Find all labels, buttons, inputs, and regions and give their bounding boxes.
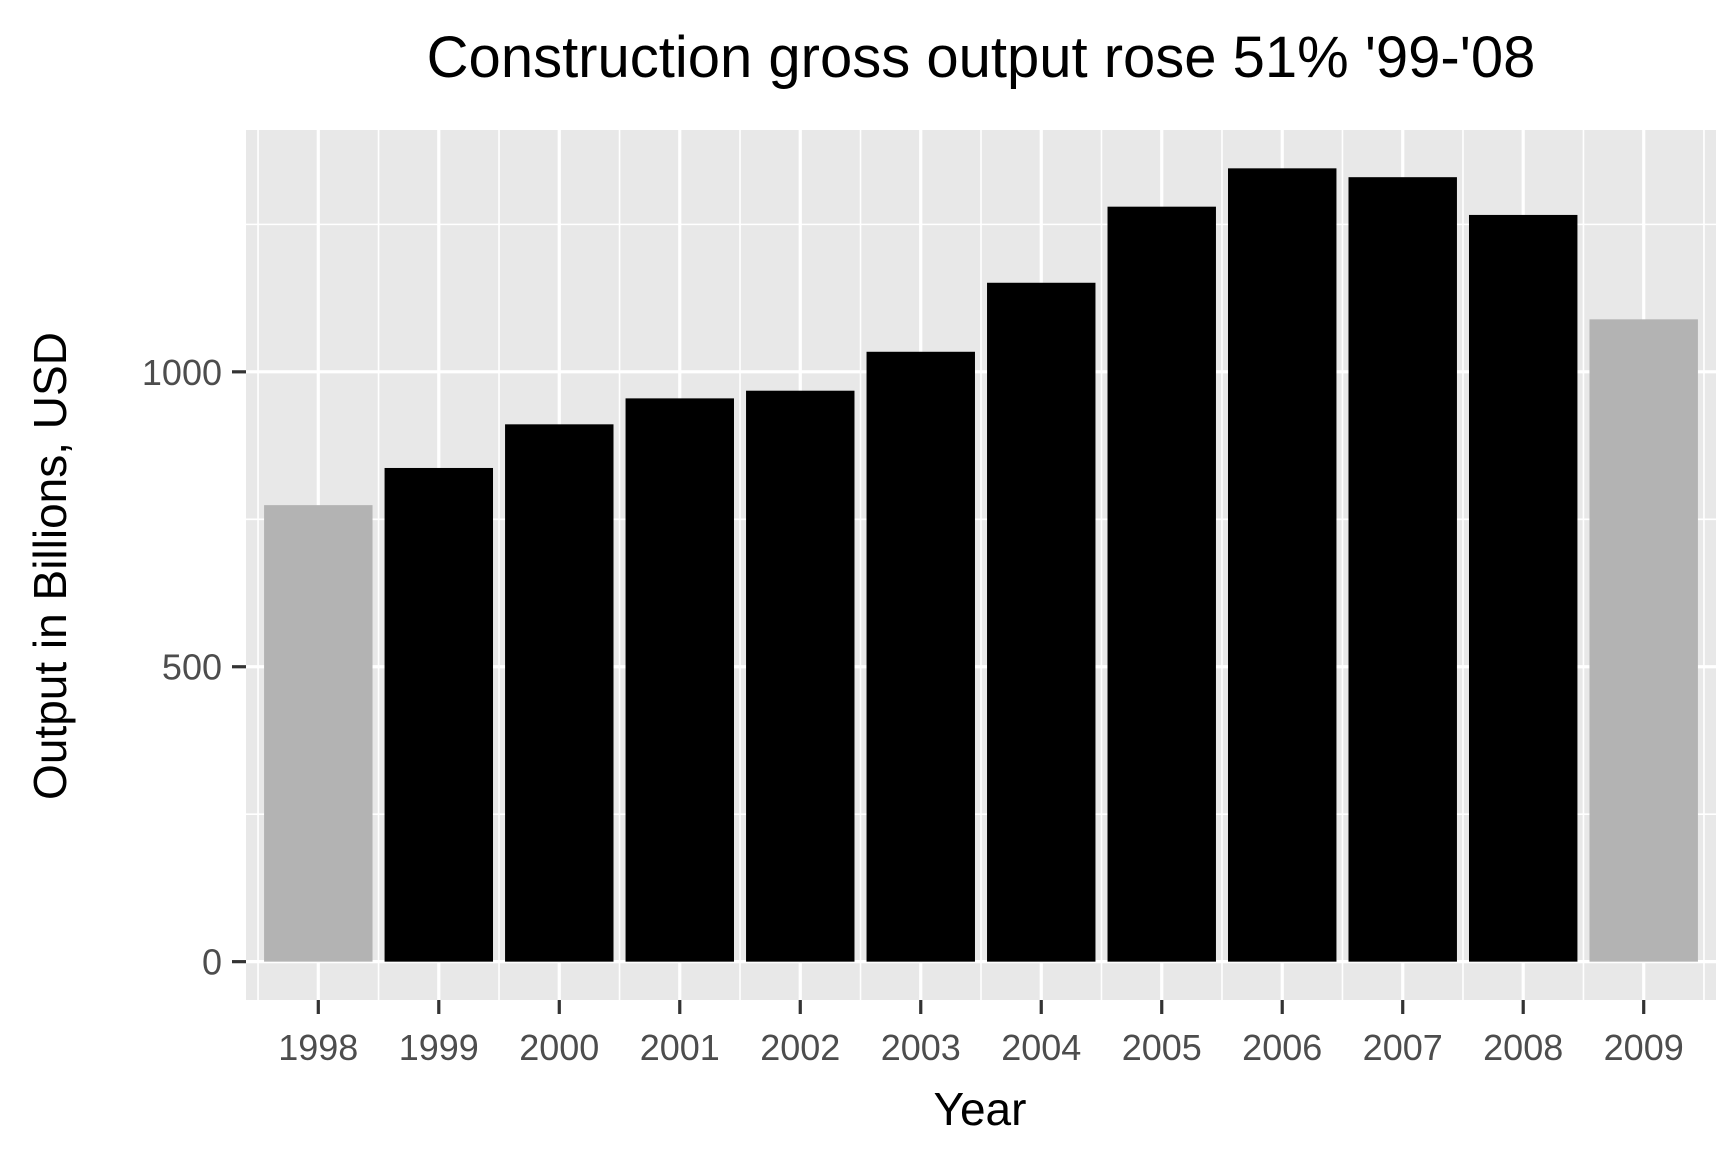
x-tick-label: 2001 <box>640 1027 720 1068</box>
x-tick-label: 2006 <box>1242 1027 1322 1068</box>
x-tick-label: 2005 <box>1122 1027 1202 1068</box>
bar-1998 <box>264 505 373 962</box>
bar-2002 <box>746 390 855 962</box>
x-tick-label: 1998 <box>278 1027 358 1068</box>
bar-2008 <box>1468 214 1578 962</box>
y-axis: 0 500 1000 <box>142 352 246 983</box>
x-tick-label: 2003 <box>881 1027 961 1068</box>
x-tick-label: 2008 <box>1483 1027 1563 1068</box>
y-tick-label: 500 <box>162 647 222 688</box>
bar-2003 <box>866 351 975 962</box>
bar-2009 <box>1589 319 1698 962</box>
x-tick-label: 2004 <box>1001 1027 1081 1068</box>
bar-2004 <box>987 282 1096 962</box>
x-tick-label: 2007 <box>1363 1027 1443 1068</box>
y-axis-title: Output in Billions, USD <box>24 332 76 800</box>
x-axis-title: Year <box>934 1083 1027 1135</box>
chart-title: Construction gross output rose 51% '99-'… <box>427 25 1536 90</box>
x-tick-label: 2009 <box>1604 1027 1684 1068</box>
bar-2006 <box>1228 168 1337 962</box>
bar-2005 <box>1107 206 1216 962</box>
bar-2007 <box>1348 177 1457 962</box>
y-tick-label: 1000 <box>142 352 222 393</box>
bar-2000 <box>505 424 614 962</box>
bar-1999 <box>384 467 494 962</box>
x-tick-label: 2002 <box>760 1027 840 1068</box>
x-tick-label: 2000 <box>519 1027 599 1068</box>
x-tick-label: 1999 <box>399 1027 479 1068</box>
y-tick-label: 0 <box>202 942 222 983</box>
x-axis: 1998 1999 2000 2001 2002 2003 2004 2005 2006 2007… <box>278 1000 1684 1068</box>
bars <box>264 168 1698 962</box>
bar-2001 <box>625 398 734 962</box>
